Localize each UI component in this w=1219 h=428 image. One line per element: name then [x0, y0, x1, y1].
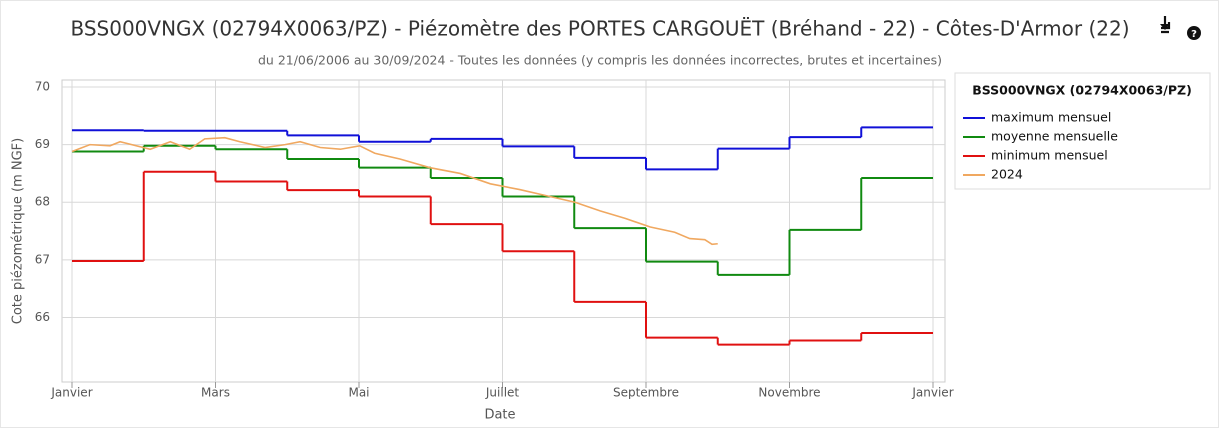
download-icon[interactable] [1160, 16, 1171, 34]
legend-label: maximum mensuel [991, 110, 1111, 125]
x-tick-label: Janvier [50, 386, 92, 400]
y-tick-label: 68 [35, 195, 50, 209]
y-tick-label: 66 [35, 310, 50, 324]
legend-label: minimum mensuel [991, 148, 1108, 163]
svg-text:?: ? [1191, 29, 1197, 40]
x-tick-label: Janvier [911, 386, 953, 400]
x-tick-label: Septembre [613, 386, 679, 400]
y-tick-label: 67 [35, 252, 50, 266]
x-tick-label: Mars [201, 386, 230, 400]
x-tick-label: Juillet [485, 386, 520, 400]
legend-label: 2024 [991, 167, 1023, 182]
x-tick-label: Mai [348, 386, 369, 400]
chart-title: BSS000VNGX (02794X0063/PZ) - Piézomètre … [70, 17, 1129, 41]
y-axis-title: Cote piézométrique (m NGF) [11, 138, 26, 324]
x-axis-title: Date [484, 408, 515, 423]
help-icon[interactable]: ? [1187, 26, 1201, 40]
legend-box [954, 72, 1211, 190]
legend-title: BSS000VNGX (02794X0063/PZ) [972, 83, 1192, 98]
y-tick-label: 69 [35, 137, 50, 151]
chart-subtitle: du 21/06/2006 au 30/09/2024 - Toutes les… [258, 53, 942, 68]
x-tick-label: Novembre [758, 386, 820, 400]
y-tick-label: 70 [35, 80, 50, 94]
series-line [71, 136, 718, 246]
legend-label: moyenne mensuelle [991, 129, 1118, 144]
